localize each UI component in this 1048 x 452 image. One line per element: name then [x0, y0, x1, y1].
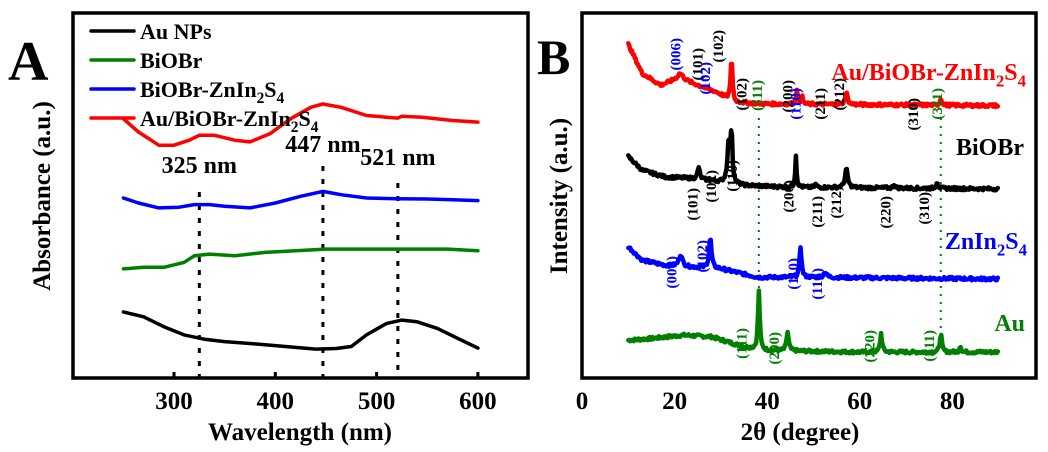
peak-label: (110) — [725, 160, 741, 192]
panel-a-peak-markers — [197, 166, 400, 378]
peak-label: (102) — [711, 30, 727, 63]
series-line-au-nps — [121, 310, 480, 351]
peak-label: (211) — [813, 88, 829, 120]
series-line-au-biobr-znin2s4 — [121, 102, 480, 147]
peak-label: (116) — [810, 268, 826, 300]
panel-a: A 300 400 500 600 325 nm 447 nm 521 nm Au NPs… — [8, 11, 530, 446]
peak-label: (212) — [832, 78, 848, 111]
x-tick-label: 60 — [847, 388, 872, 415]
peak-label: (102) — [734, 78, 750, 111]
panel-b-x-ticks: 0 20 40 60 80 — [576, 388, 965, 415]
panel-a-x-ticks: 300 400 500 600 — [155, 372, 497, 415]
peak-label: (101) — [685, 188, 701, 221]
series-line-biobr-znin2s4 — [121, 189, 480, 210]
panel-b: B 0 20 40 60 80 (006) (101)(102)(102)(102) (11… — [537, 11, 1038, 446]
panel-a-annotations: 325 nm 447 nm 521 nm — [162, 132, 436, 179]
x-tick-label: 600 — [459, 388, 497, 415]
panel-a-x-axis-label: Wavelength (nm) — [208, 419, 392, 446]
panel-a-letter: A — [8, 31, 49, 93]
series-line-au — [626, 288, 1001, 356]
series-line-au-biobr-znin2s4 — [626, 41, 1001, 110]
series-line-znin2s4 — [626, 237, 1001, 283]
peak-annotation: 325 nm — [162, 153, 237, 179]
peak-annotation: 521 nm — [360, 145, 435, 171]
peak-label: (101) — [690, 48, 706, 81]
panel-b-x-axis-label: 2θ (degree) — [741, 419, 860, 446]
peak-label: (310) — [906, 98, 922, 131]
peak-label: (200) — [781, 80, 797, 113]
panel-a-y-axis-label: Absorbance (a.u.) — [29, 101, 56, 291]
peak-label: (220) — [878, 196, 894, 229]
x-tick-label: 300 — [155, 388, 193, 415]
x-tick-label: 20 — [662, 388, 687, 415]
peak-label: (006) — [665, 256, 681, 289]
peak-label: (200) — [782, 180, 798, 213]
panel-a-series — [121, 102, 480, 351]
panel-b-frame — [580, 11, 1038, 380]
peak-label: (102) — [695, 240, 711, 273]
peak-label: (102) — [698, 62, 714, 95]
panel-b-series-titles: Au/BiOBr-ZnIn2S4 BiOBr ZnIn2S4 Au — [831, 60, 1027, 337]
peak-label: (200) — [767, 332, 783, 365]
peak-label: (211) — [810, 196, 826, 228]
panel-b-letter: B — [537, 29, 570, 85]
peak-label: (102) — [704, 170, 720, 203]
legend-label: Au/BiOBr-ZnIn2S4 — [140, 106, 319, 136]
peak-label: (006) — [669, 38, 685, 71]
panel-b-series — [626, 41, 1001, 356]
legend-label: BiOBr-ZnIn2S4 — [140, 77, 285, 107]
series-line-biobr — [121, 247, 480, 271]
panel-b-y-axis-label: Intensity (a.u.) — [546, 118, 573, 274]
series-title-biobr: BiOBr — [956, 135, 1024, 161]
panel-b-peak-labels: (006) (101)(102)(102)(102) (111) (200)(110)… — [665, 30, 946, 365]
x-tick-label: 80 — [940, 388, 965, 415]
panel-b-reference-lines — [757, 118, 942, 330]
legend-label: Au NPs — [140, 19, 212, 44]
peak-label: (110) — [789, 88, 805, 120]
peak-annotation: 447 nm — [285, 132, 360, 158]
x-tick-label: 500 — [358, 388, 396, 415]
peak-label: (310) — [917, 192, 933, 225]
series-line-biobr — [626, 128, 1001, 193]
x-tick-label: 0 — [576, 388, 589, 415]
series-title-au-biobr-zninfs: Au/BiOBr-ZnIn2S4 — [831, 60, 1026, 91]
x-tick-label: 40 — [755, 388, 780, 415]
peak-label: (220) — [863, 330, 879, 363]
legend-label: BiOBr — [140, 48, 203, 73]
series-title-zninfs: ZnIn2S4 — [945, 229, 1028, 260]
series-title-au: Au — [994, 311, 1025, 337]
peak-label: (311) — [930, 88, 946, 120]
peak-label: (110) — [786, 258, 802, 290]
x-tick-label: 400 — [257, 388, 295, 415]
peak-label: (212) — [829, 186, 845, 219]
peak-label: (111) — [734, 328, 750, 359]
panel-a-frame — [71, 11, 530, 380]
peak-label: (311) — [922, 330, 938, 362]
peak-label: (111) — [750, 80, 766, 111]
